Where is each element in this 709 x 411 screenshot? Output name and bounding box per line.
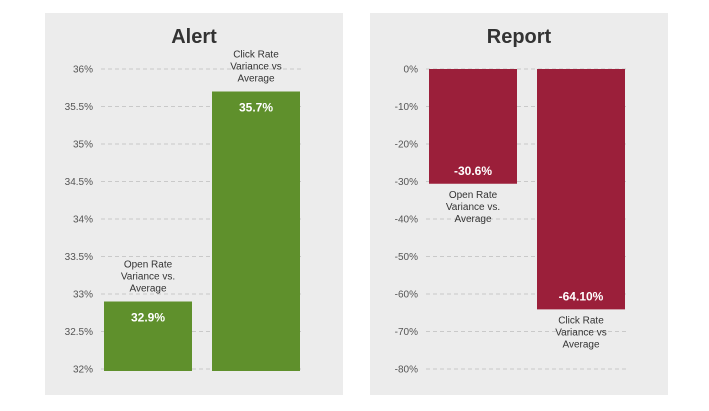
y-tick-label: 32% bbox=[73, 365, 93, 376]
y-tick-label: 34% bbox=[73, 215, 93, 226]
y-tick-label: 33% bbox=[73, 290, 93, 301]
y-tick-label: -60% bbox=[395, 290, 418, 301]
y-tick-label: -80% bbox=[395, 365, 418, 376]
report-chart: Report 0% -10% -20% -30% -40% -50% -60% -70% -80… bbox=[395, 26, 626, 376]
y-tick-label: 33.5% bbox=[65, 252, 93, 263]
category-label: Click Rate Variance vs Average bbox=[230, 50, 282, 85]
y-tick-label: -10% bbox=[395, 102, 418, 113]
y-tick-label: 34.5% bbox=[65, 177, 93, 188]
category-label: Click Rate Variance vs Average bbox=[555, 315, 607, 350]
y-tick-label: -20% bbox=[395, 140, 418, 151]
y-tick-label: 0% bbox=[404, 65, 419, 76]
y-tick-label: 35% bbox=[73, 140, 93, 151]
bar bbox=[537, 69, 625, 310]
alert-chart-panel: Alert 32% 32.5% 33% 33.5% 34% 34.5% 35% 35.5% 36… bbox=[45, 13, 343, 395]
report-chart-panel: Report 0% -10% -20% -30% -40% -50% -60% -70% -80… bbox=[370, 13, 668, 395]
bar bbox=[104, 301, 192, 371]
report-chart-title: Report bbox=[487, 26, 552, 48]
bar bbox=[212, 91, 300, 371]
data-label: -64.10% bbox=[559, 289, 604, 303]
category-label: Open Rate Variance vs. Average bbox=[121, 260, 175, 295]
y-tick-label: -40% bbox=[395, 215, 418, 226]
y-tick-label: 36% bbox=[73, 65, 93, 76]
data-label: -30.6% bbox=[454, 164, 492, 178]
alert-chart: Alert 32% 32.5% 33% 33.5% 34% 34.5% 35% 35.5% 36… bbox=[65, 26, 301, 376]
y-tick-label: -50% bbox=[395, 252, 418, 263]
data-label: 35.7% bbox=[239, 101, 273, 115]
data-label: 32.9% bbox=[131, 311, 165, 325]
bar bbox=[429, 69, 517, 184]
y-tick-label: 35.5% bbox=[65, 102, 93, 113]
y-tick-label: 32.5% bbox=[65, 327, 93, 338]
alert-chart-title: Alert bbox=[171, 26, 217, 48]
category-label: Open Rate Variance vs. Average bbox=[446, 190, 500, 225]
y-tick-label: -70% bbox=[395, 327, 418, 338]
y-tick-label: -30% bbox=[395, 177, 418, 188]
